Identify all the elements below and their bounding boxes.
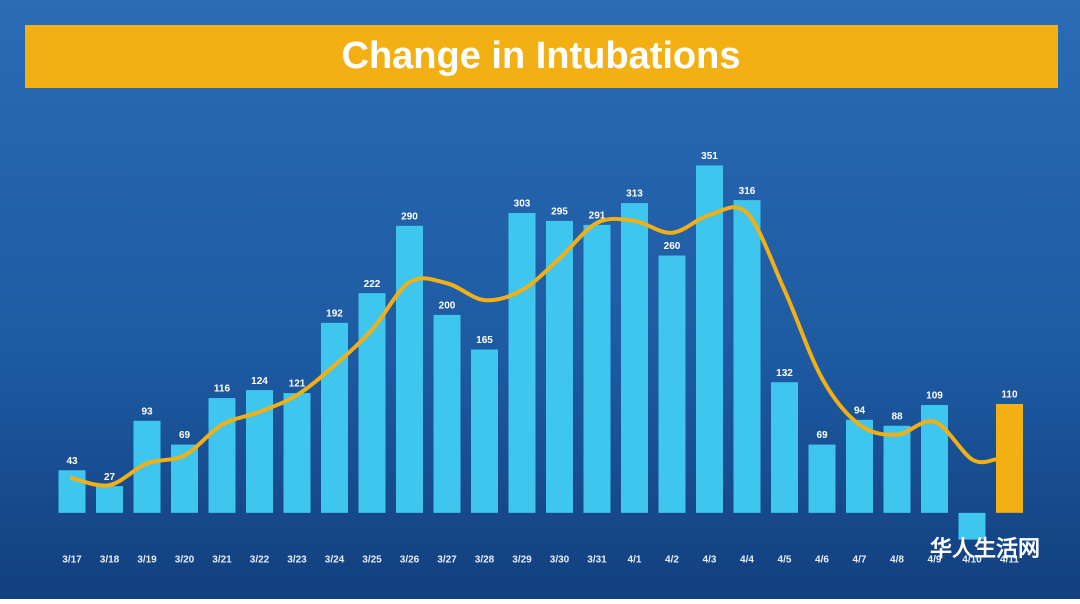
bar: [658, 255, 686, 513]
x-tick-label: 3/23: [287, 555, 307, 566]
x-tick-label: 3/25: [362, 555, 382, 566]
value-label: 94: [854, 405, 866, 416]
bar: [696, 165, 723, 513]
bar: [846, 419, 873, 513]
x-tick-label: 3/17: [62, 555, 82, 566]
value-label: 295: [551, 207, 568, 218]
value-label: 192: [326, 308, 343, 319]
x-tick-label: 3/20: [175, 555, 195, 566]
value-label: 303: [514, 199, 531, 210]
x-tick-label: 3/29: [512, 555, 532, 566]
value-label: 290: [401, 211, 418, 222]
bar: [621, 203, 648, 513]
bar: [358, 293, 386, 513]
chart-title: Change in Intubations: [342, 35, 741, 77]
bar: [958, 512, 986, 540]
value-label: 43: [66, 456, 78, 467]
value-label: 124: [251, 376, 268, 387]
value-label: 69: [179, 430, 191, 441]
x-tick-label: 3/28: [475, 555, 495, 566]
x-tick-label: 4/3: [703, 555, 717, 566]
x-tick-label: 4/2: [665, 555, 679, 566]
x-tick-label: 4/1: [628, 555, 642, 566]
x-tick-label: 4/8: [890, 555, 904, 566]
bar: [321, 322, 348, 513]
x-tick-label: 3/19: [137, 555, 157, 566]
trend-line: [70, 205, 998, 488]
value-label: 69: [816, 430, 828, 441]
value-label: 291: [589, 211, 606, 222]
bar: [996, 403, 1023, 513]
x-tick-label: 4/4: [740, 555, 754, 566]
value-label: 351: [701, 151, 718, 162]
value-label: 222: [364, 279, 381, 290]
value-label: 116: [214, 384, 231, 395]
x-tick-label: 4/6: [815, 555, 829, 566]
x-tick-label: 4/11: [1000, 555, 1019, 566]
bar: [733, 200, 761, 513]
x-tick-label: 3/31: [587, 555, 607, 566]
bar: [396, 225, 423, 513]
value-label: 260: [664, 241, 681, 252]
x-tick-label: 3/26: [400, 555, 420, 566]
value-label: 165: [476, 335, 493, 346]
bar: [808, 444, 836, 513]
bar: [433, 314, 461, 513]
x-tick-label: 3/30: [550, 555, 570, 566]
value-label: 132: [776, 368, 793, 379]
bar: [883, 425, 911, 513]
value-label: 316: [739, 186, 756, 197]
x-tick-label: 4/5: [778, 555, 792, 566]
x-tick-label: 3/21: [212, 555, 232, 566]
bar: [471, 349, 498, 513]
value-label: 109: [926, 391, 943, 402]
value-label: 93: [141, 406, 153, 417]
bar: [208, 398, 236, 513]
bar: [508, 212, 536, 513]
x-tick-label: 4/7: [853, 555, 867, 566]
bar: [771, 382, 798, 513]
x-tick-label: 3/24: [325, 555, 345, 566]
x-tick-label: 3/27: [437, 555, 457, 566]
bar: [283, 393, 311, 513]
value-label: 200: [439, 301, 456, 312]
value-label: 88: [891, 411, 903, 422]
value-label: 27: [104, 472, 116, 483]
bar: [583, 224, 611, 513]
x-tick-label: 4/9: [928, 555, 942, 566]
x-tick-label: 4/10: [962, 555, 982, 566]
watermark: 华人生活网: [930, 536, 1040, 562]
x-tick-label: 3/22: [250, 555, 270, 566]
x-tick-label: 3/18: [100, 555, 120, 566]
bar: [96, 486, 123, 513]
value-label: 110: [1001, 390, 1018, 401]
value-label: 121: [289, 379, 306, 390]
value-label: 313: [626, 189, 643, 200]
title-banner: [25, 25, 1058, 88]
